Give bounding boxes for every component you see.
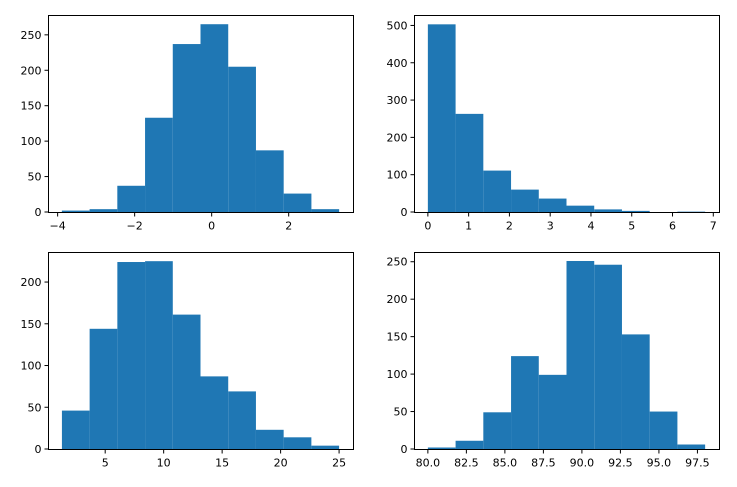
subplot-4: 80.0 82.5 85.0 87.5 90.0 92.5 95.0 97.5 0 50 100 15… xyxy=(387,252,720,470)
subplot-4-x-tick-label: 87.5 xyxy=(531,457,556,470)
subplot-4-x-tick-label: 82.5 xyxy=(454,457,479,470)
subplot-3-bar xyxy=(283,437,312,449)
subplot-2-bar xyxy=(427,24,456,212)
subplot-1-y-tick-label: 250 xyxy=(21,29,42,42)
subplot-4-bar xyxy=(427,447,456,449)
subplot-2-x-tick-label: 7 xyxy=(710,220,717,233)
subplot-2-y-tick-label: 0 xyxy=(401,206,408,219)
subplot-2-y-tick-label: 300 xyxy=(387,94,408,107)
subplot-4-y-tick-label: 250 xyxy=(387,256,408,269)
subplot-4-frame xyxy=(414,252,720,450)
subplot-3-y-tick-label: 50 xyxy=(28,401,42,414)
subplot-3-bar xyxy=(228,391,256,449)
subplot-4-x-tick-label: 92.5 xyxy=(608,457,633,470)
subplot-4-x-tick-label: 95.0 xyxy=(647,457,672,470)
subplot-4-bar xyxy=(649,411,678,449)
subplot-3-bar xyxy=(255,429,284,449)
subplot-2-x-tick-label: 1 xyxy=(465,220,472,233)
subplot-1-bar xyxy=(228,66,256,212)
subplot-1-bar xyxy=(145,117,173,212)
subplot-4-x-tick-label: 97.5 xyxy=(685,457,710,470)
subplot-4-y-tick-label: 200 xyxy=(387,293,408,306)
subplot-2-x-tick-label: 5 xyxy=(628,220,635,233)
subplot-1-bar xyxy=(311,209,340,212)
subplot-4-bar xyxy=(566,260,595,449)
subplot-1-bar xyxy=(117,185,146,212)
subplot-1-bar xyxy=(255,150,284,212)
subplot-4-bar xyxy=(538,374,567,449)
subplot-2-y-tick-label: 100 xyxy=(387,169,408,182)
subplot-1-bar xyxy=(172,44,201,212)
subplot-4-y-tick-label: 100 xyxy=(387,368,408,381)
subplot-2-bar xyxy=(594,209,622,212)
subplot-4-bar xyxy=(677,444,706,449)
subplot-3-bar xyxy=(172,314,201,449)
subplot-3-x-tick-label: 15 xyxy=(215,457,229,470)
subplot-3-x-tick-label: 10 xyxy=(157,457,171,470)
subplot-2-bar xyxy=(538,198,567,212)
subplot-1-x-tick-label: 2 xyxy=(285,220,292,233)
subplot-3-bar xyxy=(89,328,118,449)
subplot-1-bar xyxy=(200,24,229,213)
subplot-2: 0 1 2 3 4 5 6 7 0 100 200 300 400 500 xyxy=(387,15,720,233)
subplot-3-bar xyxy=(145,261,173,449)
subplot-1-x-tick-label: −2 xyxy=(127,220,143,233)
subplot-1-frame xyxy=(48,15,354,213)
subplot-2-bar xyxy=(511,189,539,212)
subplot-1-x-tick-label: −4 xyxy=(50,220,66,233)
subplot-1-y-tick-label: 100 xyxy=(21,135,42,148)
subplot-3-bar xyxy=(311,445,340,449)
subplot-2-x-tick-label: 4 xyxy=(587,220,594,233)
subplot-3-x-tick-label: 20 xyxy=(274,457,288,470)
subplot-3: 5 10 15 20 25 0 50 100 150 200 xyxy=(21,252,354,470)
subplot-2-x-tick-label: 2 xyxy=(506,220,513,233)
subplot-4-y-tick-label: 0 xyxy=(401,443,408,456)
subplot-2-y-tick-label: 400 xyxy=(387,57,408,70)
subplot-1-y-tick-label: 150 xyxy=(21,100,42,113)
subplot-1-x-tick-label: 0 xyxy=(208,220,215,233)
subplot-4-bar xyxy=(483,412,512,449)
subplot-4-y-tick-label: 50 xyxy=(394,406,408,419)
subplot-4-bar xyxy=(511,356,539,449)
subplot-3-y-tick-label: 0 xyxy=(35,443,42,456)
subplot-2-frame xyxy=(414,15,720,213)
subplot-2-bar xyxy=(483,170,512,212)
subplot-3-y-tick-label: 100 xyxy=(21,360,42,373)
subplot-4-bar xyxy=(455,440,484,449)
subplot-4-bar xyxy=(621,334,650,449)
subplot-2-bar xyxy=(455,113,484,212)
subplot-3-x-tick-label: 25 xyxy=(332,457,346,470)
subplot-2-y-tick-label: 500 xyxy=(387,19,408,32)
subplot-1-y-tick-label: 200 xyxy=(21,64,42,77)
subplot-1-bar xyxy=(283,193,312,212)
subplot-1-y-tick-label: 0 xyxy=(35,206,42,219)
subplot-2-x-tick-label: 0 xyxy=(424,220,431,233)
subplot-1-bar xyxy=(61,210,90,212)
subplot-2-y-tick-label: 200 xyxy=(387,131,408,144)
subplot-1-bar xyxy=(89,209,118,212)
subplot-4-x-tick-label: 85.0 xyxy=(493,457,518,470)
subplot-2-x-tick-label: 6 xyxy=(669,220,676,233)
subplot-2-bar xyxy=(566,205,595,212)
subplot-3-bar xyxy=(117,262,146,449)
subplot-4-bar xyxy=(594,264,622,449)
subplot-2-bar xyxy=(621,210,650,212)
subplot-3-y-tick-label: 200 xyxy=(21,276,42,289)
subplot-1-y-tick-label: 50 xyxy=(28,171,42,184)
subplot-1: −4 −2 0 2 0 50 100 150 200 250 xyxy=(21,15,354,233)
subplot-3-bar xyxy=(200,376,229,449)
subplot-4-x-tick-label: 80.0 xyxy=(416,457,441,470)
subplot-4-y-tick-label: 150 xyxy=(387,331,408,344)
subplot-3-y-tick-label: 150 xyxy=(21,318,42,331)
subplot-3-bar xyxy=(61,410,90,449)
subplot-2-x-tick-label: 3 xyxy=(547,220,554,233)
subplot-3-x-tick-label: 5 xyxy=(102,457,109,470)
subplot-3-frame xyxy=(48,252,354,450)
subplot-4-x-tick-label: 90.0 xyxy=(570,457,595,470)
